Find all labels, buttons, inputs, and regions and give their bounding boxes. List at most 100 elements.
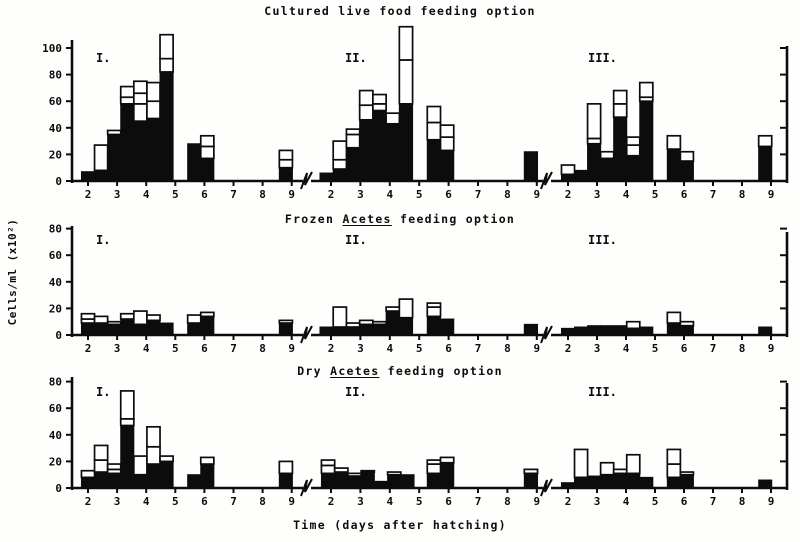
bar-white-segment — [358, 89, 374, 107]
x-tick-label: 7 — [475, 495, 482, 508]
section-label: III. — [588, 385, 617, 399]
bar-black-segment — [560, 482, 576, 489]
section-label: III. — [588, 51, 617, 65]
x-tick-label: 9 — [288, 188, 295, 201]
bar-white-segment — [320, 464, 336, 475]
x-tick-label: 8 — [504, 342, 511, 355]
bar-black-segment — [600, 157, 615, 182]
bar-black-segment — [626, 472, 641, 489]
bar-white-segment — [119, 312, 135, 320]
panel-title-dry-acetes: Dry Acetes feeding option — [0, 364, 800, 378]
bar-white-segment — [679, 150, 695, 162]
x-tick-label: 7 — [475, 188, 482, 201]
axis-break-mark — [300, 171, 313, 190]
bar-black-segment — [639, 476, 654, 489]
title-text: feeding option — [391, 212, 516, 226]
bar-black-segment — [159, 71, 174, 182]
bar-white-segment — [80, 312, 96, 320]
bar-black-segment — [320, 472, 336, 489]
bar-white-segment — [426, 459, 442, 465]
bar-white-segment — [93, 459, 109, 473]
bar-white-segment — [146, 314, 161, 322]
x-tick-label: 6 — [681, 495, 688, 508]
x-tick-label: 3 — [357, 342, 364, 355]
y-tick-label: 0 — [55, 329, 62, 342]
bar-white-segment — [398, 59, 414, 105]
bar-white-segment — [119, 96, 135, 105]
x-tick-label: 9 — [768, 342, 775, 355]
bar-white-segment — [360, 469, 376, 473]
bar-white-segment — [119, 390, 135, 420]
bar-white-segment — [625, 453, 641, 475]
y-tick-label: 60 — [49, 95, 62, 108]
bar-white-segment — [599, 461, 615, 476]
axis-break-mark — [540, 478, 553, 497]
bar-white-segment — [612, 103, 628, 119]
bar-white-segment — [278, 460, 294, 475]
bar-black-segment — [80, 476, 96, 489]
bar-black-segment — [373, 480, 389, 489]
bar-white-segment — [679, 471, 695, 476]
x-tick-label: 7 — [230, 495, 237, 508]
x-tick-label: 4 — [386, 188, 393, 201]
bar-white-segment — [358, 104, 374, 121]
bar-white-segment — [119, 417, 135, 427]
section-label: II. — [345, 385, 367, 399]
bar-black-segment — [120, 424, 135, 489]
bar-black-segment — [146, 463, 161, 489]
bar-black-segment — [440, 149, 455, 182]
bar-black-segment — [359, 323, 374, 336]
bar-white-segment — [278, 158, 294, 169]
bar-black-segment — [120, 103, 135, 182]
bar-white-segment — [426, 302, 442, 308]
axis-break-mark — [540, 171, 553, 190]
bar-black-segment — [187, 322, 202, 336]
bar-white-segment — [347, 472, 362, 477]
y-tick-label: 80 — [49, 223, 62, 236]
bar-white-segment — [199, 456, 215, 465]
bar-black-segment — [666, 148, 681, 182]
x-tick-label: 2 — [565, 188, 572, 201]
bar-black-segment — [758, 145, 773, 182]
panel-title-cultured-live-food: Cultured live food feeding option — [0, 4, 800, 18]
y-tick-label: 20 — [49, 148, 62, 161]
y-tick-label: 60 — [49, 402, 62, 415]
x-tick-label: 6 — [681, 188, 688, 201]
bar-black-segment — [626, 327, 641, 336]
x-tick-label: 2 — [328, 342, 335, 355]
bar-white-segment — [625, 144, 641, 157]
bar-black-segment — [146, 117, 161, 182]
bar-black-segment — [426, 472, 442, 489]
bar-black-segment — [372, 323, 387, 336]
bar-white-segment — [625, 320, 641, 330]
x-tick-label: 4 — [143, 342, 150, 355]
bar-black-segment — [332, 168, 347, 182]
bar-white-segment — [93, 315, 109, 324]
bar-black-segment — [574, 326, 589, 336]
x-tick-label: 8 — [739, 188, 746, 201]
bar-black-segment — [200, 463, 215, 489]
y-tick-label: 100 — [42, 42, 62, 55]
bar-black-segment — [332, 326, 347, 336]
bar-black-segment — [613, 116, 628, 182]
x-tick-label: 7 — [710, 495, 717, 508]
x-tick-label: 9 — [533, 188, 540, 201]
bar-black-segment — [400, 474, 415, 489]
bar-white-segment — [398, 298, 414, 319]
title-underlined-word: Acetes — [330, 364, 380, 378]
bar-black-segment — [133, 474, 148, 489]
bar-white-segment — [426, 306, 442, 318]
x-axis-label-text: Time (days after hatching) — [293, 518, 507, 532]
x-tick-label: 9 — [768, 188, 775, 201]
x-tick-label: 3 — [594, 495, 601, 508]
bar-white-segment — [132, 310, 148, 326]
title-text: Dry — [297, 364, 331, 378]
bar-white-segment — [93, 144, 109, 172]
x-tick-label: 9 — [768, 495, 775, 508]
bar-white-segment — [398, 25, 414, 61]
bar-white-segment — [666, 311, 682, 324]
bar-black-segment — [666, 476, 681, 489]
bar-black-segment — [639, 326, 654, 336]
x-tick-label: 4 — [623, 342, 630, 355]
bar-black-segment — [587, 143, 602, 182]
